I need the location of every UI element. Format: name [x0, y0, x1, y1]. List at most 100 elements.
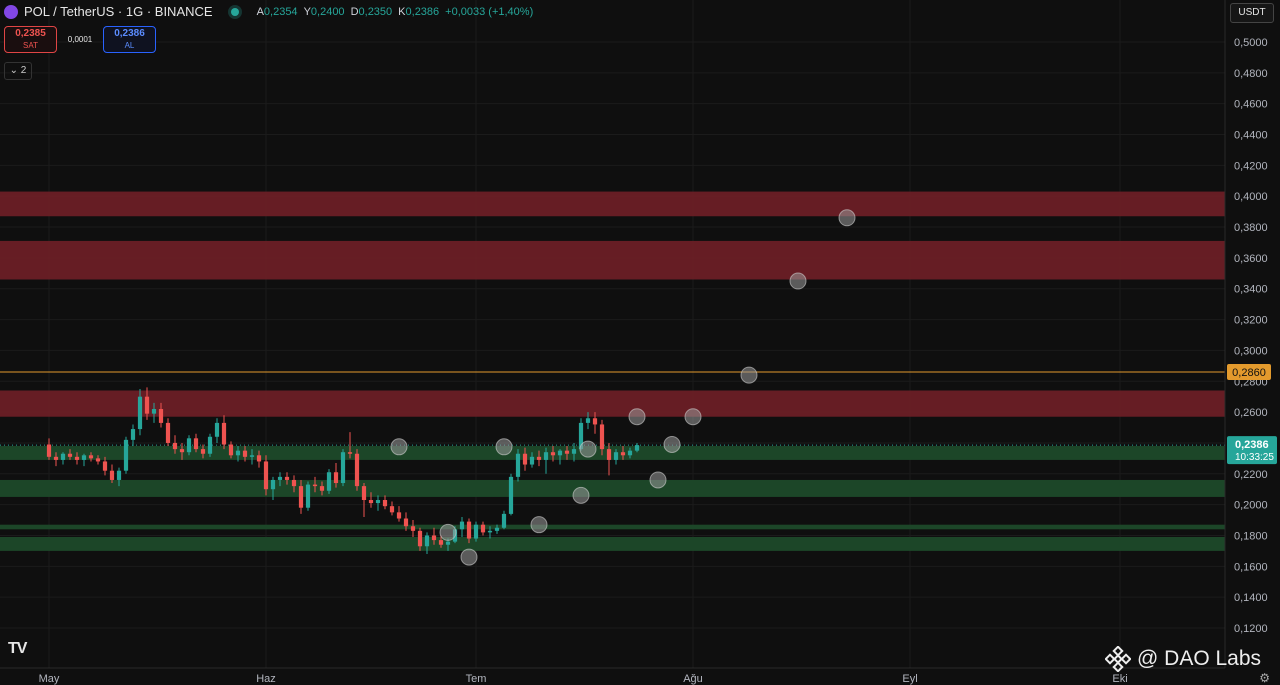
candle [249, 455, 255, 457]
candle [200, 449, 206, 454]
candle [473, 524, 479, 539]
candle [137, 396, 143, 430]
candle [242, 450, 248, 457]
chart-marker [572, 486, 590, 504]
candle [354, 453, 360, 487]
candle [235, 450, 241, 456]
candle [501, 513, 507, 528]
price-tick-label: 0,1600 [1234, 561, 1268, 573]
candle [46, 444, 52, 457]
price-tick-label: 0,3200 [1234, 315, 1268, 327]
price-tick-label: 0,2200 [1234, 469, 1268, 481]
candle [466, 521, 472, 539]
indicators-collapse-button[interactable]: ⌄ 2 [4, 62, 32, 80]
candle [557, 450, 563, 456]
current-price-label: 0,2386 [1235, 439, 1269, 451]
symbol-title[interactable]: POL / TetherUS · 1G · BINANCE [24, 4, 213, 19]
candle [487, 530, 493, 533]
price-tick-label: 0,1200 [1234, 623, 1268, 635]
pol-coin-icon [4, 4, 18, 19]
candle [319, 486, 325, 491]
candle [417, 530, 423, 547]
candle [634, 445, 640, 451]
candle [340, 452, 346, 484]
resistance-zone [0, 390, 1225, 417]
candle [578, 422, 584, 450]
price-tick-label: 0,5000 [1234, 37, 1268, 49]
candle [515, 453, 521, 477]
candle [375, 500, 381, 504]
candle [102, 461, 108, 471]
chart-marker [684, 408, 702, 426]
price-tick-label: 0,2600 [1234, 407, 1268, 419]
candle [95, 458, 101, 462]
candle [228, 444, 234, 456]
chart-marker [530, 516, 548, 534]
candle [403, 518, 409, 527]
candle [333, 472, 339, 484]
countdown-label: 10:33:25 [1235, 452, 1274, 463]
price-tick-label: 0,4000 [1234, 191, 1268, 203]
chart-marker [579, 440, 597, 458]
candle [389, 506, 395, 513]
currency-button[interactable]: USDT [1230, 3, 1274, 23]
ohlc-values: A0,2354 Y0,2400 D0,2350 K0,2386 +0,0033 … [256, 5, 534, 18]
tradingview-logo-icon[interactable]: TV [8, 640, 27, 657]
price-tick-label: 0,4200 [1234, 160, 1268, 172]
price-tick-label: 0,3000 [1234, 345, 1268, 357]
current-price-label-bg [1227, 436, 1277, 465]
candle [193, 438, 199, 450]
candle [445, 541, 451, 545]
chart-marker [740, 366, 758, 384]
candle [522, 453, 528, 465]
price-tick-label: 0,4400 [1234, 130, 1268, 142]
price-tick-label: 0,4800 [1234, 68, 1268, 80]
candle [459, 521, 465, 530]
candle [529, 456, 535, 465]
candle [347, 452, 353, 454]
spread-value: 0,0001 [67, 35, 93, 44]
candle [438, 540, 444, 545]
support-zone [0, 446, 1225, 460]
candle [410, 526, 416, 531]
candle [53, 456, 59, 460]
time-tick-label: Haz [256, 673, 276, 685]
candle [60, 453, 66, 460]
buy-button[interactable]: 0,2386 AL [103, 26, 156, 53]
candle [431, 535, 437, 541]
candle [613, 452, 619, 460]
candle [543, 452, 549, 460]
price-change: +0,0033 (+1,40%) [445, 5, 534, 18]
chart-marker [628, 408, 646, 426]
candle [620, 452, 626, 456]
candle [214, 422, 220, 437]
sell-button[interactable]: 0,2385 SAT [4, 26, 57, 53]
candle [571, 449, 577, 454]
candle [291, 479, 297, 487]
support-zone [0, 524, 1225, 530]
candle [207, 436, 213, 454]
candle [326, 472, 332, 491]
candle [263, 461, 269, 490]
candle [151, 409, 157, 414]
chart-marker [460, 548, 478, 566]
candle [256, 455, 262, 462]
candle [277, 476, 283, 480]
settings-gear-icon[interactable]: ⚙ [1259, 671, 1270, 685]
trade-panel: 0,2385 SAT 0,0001 0,2386 AL [4, 26, 156, 53]
hline-price-label: 0,2860 [1232, 367, 1266, 379]
market-open-icon [230, 7, 239, 16]
candle [172, 442, 178, 450]
candle [305, 484, 311, 508]
price-axis [1225, 0, 1280, 685]
candle [508, 476, 514, 514]
candle [536, 456, 542, 460]
time-tick-label: May [39, 673, 60, 685]
candle [81, 455, 87, 460]
support-zone [0, 479, 1225, 497]
candle [186, 438, 192, 453]
time-tick-label: Tem [466, 673, 487, 685]
candle [585, 418, 591, 423]
watermark: @ DAO Labs [1105, 646, 1261, 672]
